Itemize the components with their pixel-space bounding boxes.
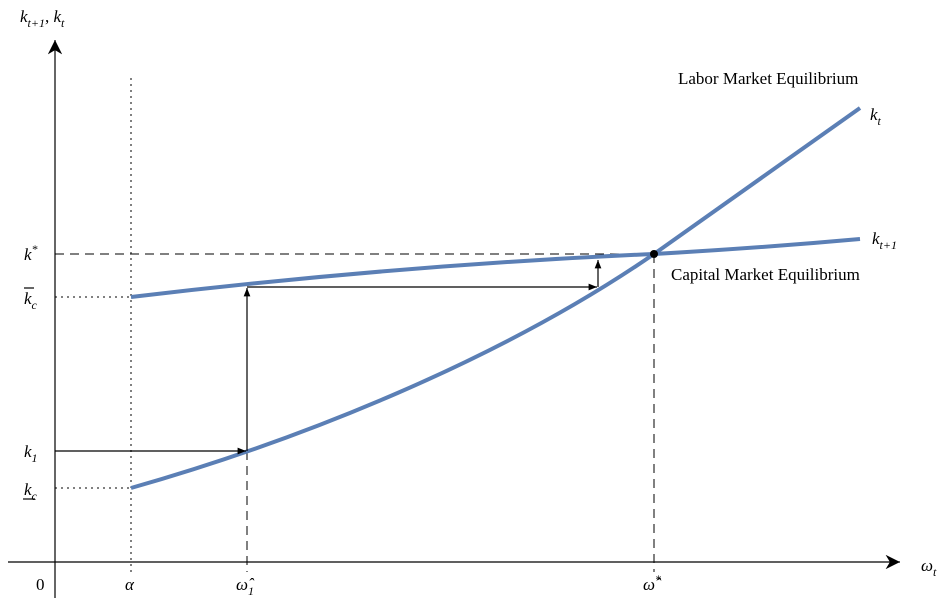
labor-curve <box>130 106 862 490</box>
labor-title: Labor Market Equilibrium <box>678 69 858 88</box>
y-axis-label: kt+1, kt <box>20 7 65 30</box>
capital-curve <box>130 237 861 299</box>
x-axis-label: ωt <box>921 556 937 579</box>
x-label: ω̂* <box>643 572 662 594</box>
capital-title: Capital Market Equilibrium <box>671 265 860 284</box>
x-label: ω̂1 <box>236 575 255 598</box>
y-label: kc <box>24 480 38 503</box>
labor-label: kt <box>870 105 882 128</box>
x-label: α <box>125 575 135 594</box>
y-label: kc <box>24 289 38 312</box>
capital-label: kt+1 <box>872 229 897 252</box>
y-label: k* <box>24 242 38 264</box>
origin-label: 0 <box>36 575 45 594</box>
y-label: k1 <box>24 442 38 465</box>
equilibrium-point <box>650 250 658 258</box>
